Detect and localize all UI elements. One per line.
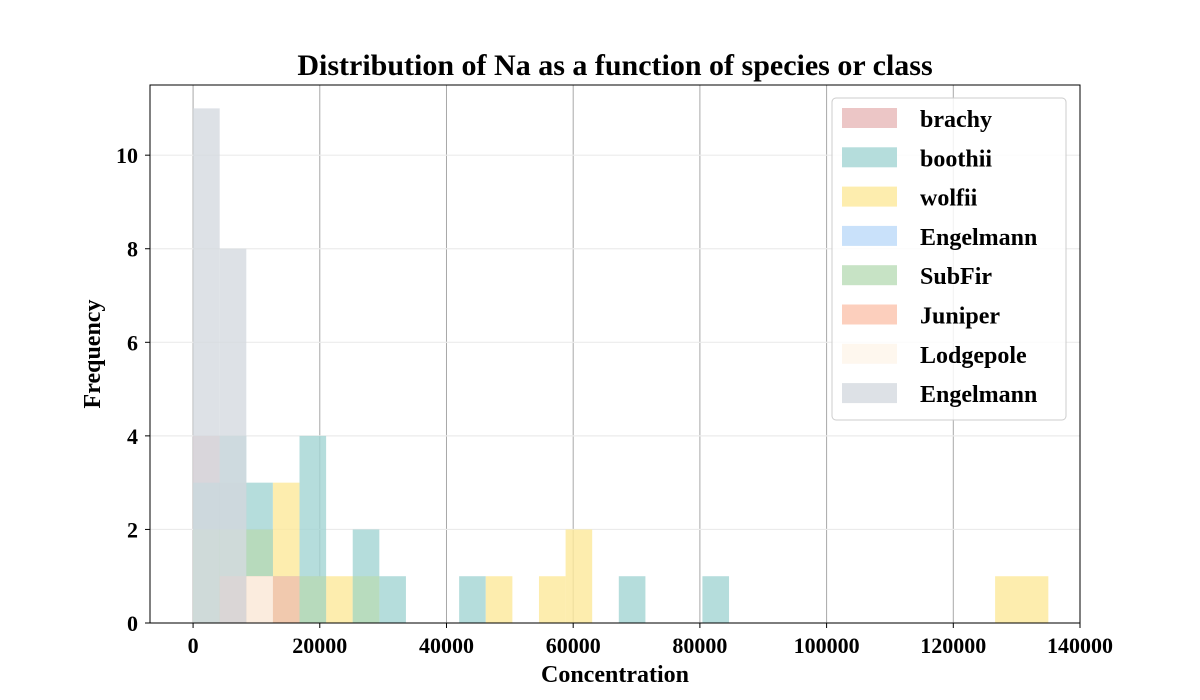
- bars-layer: [193, 108, 1049, 624]
- y-tick-label: 8: [127, 237, 138, 262]
- bar-series-2: [538, 576, 566, 623]
- y-axis-ticks: 0 2 4 6 8 10: [116, 143, 150, 636]
- legend-label: brachy: [920, 107, 992, 133]
- y-tick-label: 2: [127, 517, 138, 542]
- bar-series-1: [702, 576, 730, 623]
- legend-swatch: [842, 225, 897, 246]
- x-tick-label: 0: [188, 633, 199, 658]
- legend-frame: [831, 97, 1067, 421]
- bar-series-7: [193, 108, 220, 624]
- x-tick-label: 60000: [546, 633, 601, 658]
- legend-label: Lodgepole: [920, 343, 1027, 369]
- bar-series-1: [379, 576, 406, 623]
- bar-series-4: [352, 576, 380, 623]
- y-tick-label: 4: [127, 424, 138, 449]
- chart-title: Distribution of Na as a function of spec…: [297, 49, 932, 82]
- bar-series-5: [272, 576, 300, 623]
- x-axis-ticks: 0 20000 40000 60000 80000 100000 120000 140000: [188, 623, 1113, 658]
- bar-series-2: [995, 576, 1049, 623]
- legend: brachy boothii wolfii Engelmann SubFir Junipe…: [831, 97, 1067, 421]
- legend-swatch: [842, 304, 897, 325]
- x-tick-label: 140000: [1047, 633, 1113, 658]
- legend-label: Engelmann: [920, 382, 1037, 408]
- bar-series-2: [485, 576, 513, 623]
- bar-series-6: [246, 576, 273, 623]
- legend-swatch: [842, 108, 897, 128]
- bar-series-1: [459, 576, 486, 623]
- legend-swatch: [842, 343, 897, 364]
- y-tick-label: 0: [127, 611, 138, 636]
- legend-label: SubFir: [920, 264, 992, 290]
- plot-frame: [149, 84, 1081, 624]
- bar-series-4: [299, 576, 327, 623]
- bar-series-2: [565, 529, 593, 623]
- x-tick-label: 20000: [292, 633, 347, 658]
- y-tick-label: 10: [116, 143, 138, 168]
- x-tick-label: 80000: [672, 633, 727, 658]
- legend-label: Engelmann: [920, 225, 1037, 251]
- legend-swatch: [842, 265, 897, 286]
- x-tick-label: 120000: [920, 633, 986, 658]
- legend-label: boothii: [920, 146, 992, 172]
- bar-series-7: [219, 248, 247, 623]
- y-tick-label: 6: [127, 330, 138, 355]
- legend-label: wolfii: [920, 186, 978, 212]
- y-axis-label: Frequency: [80, 300, 106, 409]
- bar-series-2: [326, 576, 353, 623]
- legend-swatch: [842, 383, 897, 404]
- x-tick-label: 100000: [794, 633, 860, 658]
- x-tick-label: 40000: [419, 633, 474, 658]
- legend-swatch: [842, 147, 897, 168]
- legend-swatch: [842, 186, 897, 207]
- legend-label: Juniper: [920, 304, 1000, 330]
- bar-series-1: [618, 576, 646, 623]
- x-axis-label: Concentration: [541, 662, 689, 688]
